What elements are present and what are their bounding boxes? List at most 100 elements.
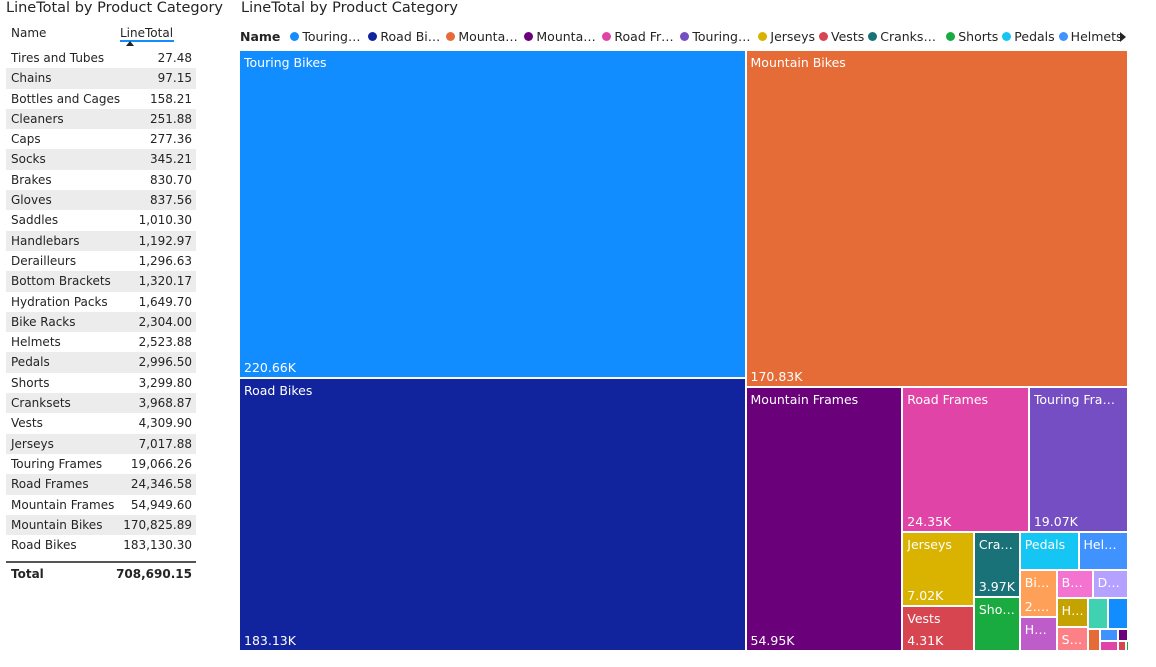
treemap-tile[interactable]: Road Frames 24.35K xyxy=(903,387,1028,531)
legend-item[interactable]: Mountain Frames xyxy=(524,29,598,44)
name-cell: Brakes xyxy=(11,172,52,187)
tile-label: Touring Frames xyxy=(1033,391,1124,407)
name-cell: Mountain Bikes xyxy=(6,514,123,536)
table-row: Shorts 3,299.80 xyxy=(6,373,196,393)
tile-value-label: 170.83K xyxy=(750,368,803,384)
name-cell: Road Frames xyxy=(6,474,123,495)
value-cell: 7,017.88 xyxy=(122,433,196,454)
legend-next[interactable] xyxy=(1118,31,1128,43)
table-row: Bottles and Cages 158.21 xyxy=(6,89,196,109)
treemap-tile[interactable] xyxy=(1100,641,1118,650)
name-cell: Bottom Brackets xyxy=(6,271,123,292)
treemap-tile[interactable]: Jerseys 7.02K xyxy=(903,532,973,605)
legend-item[interactable]: Mountain Bikes xyxy=(446,29,520,44)
treemap-tile[interactable]: Touring Bikes 220.66K xyxy=(240,51,745,378)
treemap-tile[interactable] xyxy=(1126,642,1128,650)
tile-label: Shorts xyxy=(978,601,1016,617)
legend-item[interactable]: Jerseys xyxy=(758,29,815,44)
table-row: Caps 277.36 xyxy=(6,129,196,149)
tile-value-label: 220.66K xyxy=(244,360,296,376)
legend-item[interactable]: Touring Frames xyxy=(680,29,754,44)
name-cell: Gloves xyxy=(6,190,123,211)
value-cell: 1,296.63 xyxy=(138,253,192,268)
legend-item[interactable]: Shorts xyxy=(946,29,998,44)
tile-label: Road Bikes xyxy=(244,383,313,399)
treemap-tile[interactable]: Mountain Frames 54.95K xyxy=(746,387,902,650)
legend-marker xyxy=(758,32,768,41)
name-cell: Socks xyxy=(6,149,123,170)
treemap-tile[interactable] xyxy=(1119,642,1125,650)
table-row: Chains 97.15 xyxy=(6,68,196,89)
legend-item[interactable]: Road Frames xyxy=(602,29,676,44)
treemap: Touring Bikes 220.66K Road Bikes 183.13K Mou… xyxy=(240,51,1129,652)
treemap-tile[interactable]: Mountain Bikes 170.83K xyxy=(746,51,1127,386)
treemap-tile[interactable]: Hydration Packs xyxy=(1020,618,1056,650)
table: Name LineTotal Tires and Tubes 27.48 Chain… xyxy=(6,22,196,585)
legend-marker xyxy=(819,32,829,41)
name-cell: Cleaners xyxy=(6,108,123,130)
tile-value-label: 19.07K xyxy=(1033,513,1078,529)
treemap-tile[interactable]: Road Bikes 183.13K xyxy=(240,379,745,650)
treemap-tile[interactable] xyxy=(1100,630,1118,640)
value-cell: 97.15 xyxy=(122,68,196,89)
treemap-tile[interactable]: Pedals xyxy=(1020,532,1078,570)
legend-label: Pedals xyxy=(1014,29,1055,44)
name-cell: Vests xyxy=(11,416,43,431)
table-row: Derailleurs 1,296.63 xyxy=(6,251,196,271)
tile-label: Cranksets xyxy=(978,536,1016,552)
legend-item[interactable]: Pedals xyxy=(1002,29,1055,44)
legend-item[interactable]: Vests xyxy=(819,29,864,44)
name-cell: Pedals xyxy=(6,352,123,373)
value-cell: 1,320.17 xyxy=(122,271,196,292)
treemap-tile[interactable]: Cranksets 3.97K xyxy=(974,532,1019,596)
value-cell: 1,010.30 xyxy=(138,213,192,228)
legend-item[interactable]: Road Bikes xyxy=(368,29,442,44)
table-header: Name LineTotal xyxy=(6,22,196,48)
table-row: Road Frames 24,346.58 xyxy=(6,474,196,495)
legend-item[interactable]: Helmets xyxy=(1058,29,1120,44)
table-row: Helmets 2,523.88 xyxy=(6,332,196,352)
value-cell: 1,649.70 xyxy=(138,294,192,309)
table-row: Handlebars 1,192.97 xyxy=(6,230,196,251)
sort-arrow xyxy=(126,41,134,46)
value-cell: 277.36 xyxy=(150,132,192,147)
tile-label: Jerseys xyxy=(907,536,952,552)
treemap-tile[interactable]: Handlebars xyxy=(1057,598,1087,626)
name-cell: Road Bikes xyxy=(11,538,77,553)
column-header[interactable]: Name xyxy=(11,26,47,40)
treemap-tile[interactable]: Vests 4.31K xyxy=(903,606,973,650)
column-header[interactable]: LineTotal xyxy=(120,26,174,42)
value-cell: 837.56 xyxy=(122,190,196,211)
treemap-tile[interactable]: Shorts xyxy=(974,597,1019,650)
treemap-tile[interactable]: Touring Frames 19.07K xyxy=(1029,387,1127,531)
name-cell: Tires and Tubes xyxy=(11,51,105,65)
treemap-tile[interactable] xyxy=(1088,630,1099,650)
value-cell: 345.21 xyxy=(122,149,196,170)
total-row: Total 708,690.15 xyxy=(6,561,196,585)
tile-value-label: 3.97K xyxy=(978,578,1015,594)
value-cell: 19,066.26 xyxy=(130,456,192,471)
total-label: Total xyxy=(11,567,44,582)
legend-label: Mountain Frames xyxy=(536,29,598,44)
treemap-tile[interactable] xyxy=(1109,598,1127,629)
legend-item[interactable]: Touring Bikes xyxy=(290,29,364,44)
name-cell: Derailleurs xyxy=(11,253,77,268)
table-row: Hydration Packs 1,649.70 xyxy=(6,292,196,312)
treemap-tile[interactable] xyxy=(1119,630,1127,641)
treemap-tile[interactable]: Saddles xyxy=(1057,627,1087,650)
legend-label: Road Bikes xyxy=(380,29,443,44)
legend-marker xyxy=(1058,32,1068,41)
legend-label: Helmets xyxy=(1070,29,1120,44)
treemap-tile[interactable]: Helmets xyxy=(1079,532,1127,570)
treemap-tile[interactable] xyxy=(1088,598,1108,629)
legend-item[interactable]: Cranksets xyxy=(868,29,942,44)
treemap-tile[interactable]: Bike Racks 2.30K xyxy=(1020,571,1056,617)
treemap-tile[interactable]: Bottom Brackets xyxy=(1057,571,1092,597)
table-row: Bottom Brackets 1,320.17 xyxy=(6,271,196,292)
table-row: Bike Racks 2,304.00 xyxy=(6,311,196,333)
legend-marker xyxy=(946,32,956,41)
legend-label: Road Frames xyxy=(614,29,676,44)
legend-title: Name xyxy=(240,29,281,44)
treemap-tile[interactable]: Derailleurs xyxy=(1093,571,1127,597)
